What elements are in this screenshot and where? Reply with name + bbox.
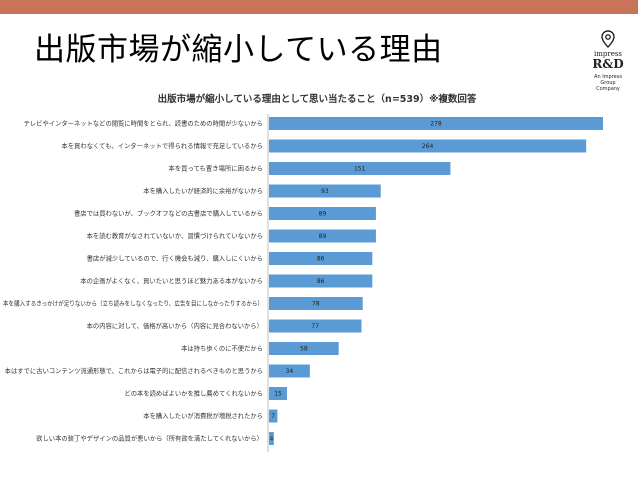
bar-value-label: 15 (274, 391, 282, 398)
bar-value-label: 58 (300, 346, 308, 353)
category-label: 本を購入したいが経済的に余裕がないから (143, 186, 263, 195)
company-logo: impress R&D An Impress Group Company (588, 30, 628, 92)
bar-value-label: 93 (321, 188, 329, 195)
category-label: 書店では買わないが、ブックオフなどの古書店で購入しているから (74, 209, 263, 218)
category-label: 本を買わなくても、インターネットで得られる情報で充足しているから (61, 141, 263, 150)
bar-value-label: 7 (271, 413, 275, 420)
bar-chart: 出版市場が縮小している理由として思い当たること（n=539）※複数回答 テレビや… (3, 93, 603, 452)
category-label: 本を購入するきっかけが足りないから（立ち読みをしなくなったり、広告を目にしなかっ… (3, 299, 263, 308)
category-label: テレビやインターネットなどの閲覧に時間をとられ、読書のための時間が少ないから (24, 119, 263, 128)
category-label: 本を買っても置き場所に困るから (169, 164, 264, 173)
bar-value-label: 89 (319, 211, 327, 218)
bar (269, 207, 376, 220)
bar-value-label: 264 (422, 143, 434, 150)
chart-frame: 出版市場が縮小している理由として思い当たること（n=539）※複数回答 テレビや… (0, 88, 610, 458)
category-label: 本を購入したいが消費税が増税されたから (143, 411, 263, 420)
bar-value-label: 34 (286, 368, 294, 375)
bar-value-label: 77 (311, 323, 319, 330)
category-label: 書店が減少しているので、行く機会も減り、購入しにくいから (87, 254, 263, 263)
bar (269, 387, 288, 400)
bar (269, 229, 376, 243)
logo-brand-line2: R&D (592, 57, 624, 71)
bar-value-label: 4 (269, 436, 273, 443)
bar (269, 297, 363, 310)
category-label: どの本を読めばよいかを推し薦めてくれないから (124, 389, 263, 398)
location-pin-icon (601, 30, 615, 48)
bar-value-label: 151 (354, 166, 366, 173)
bar (269, 252, 373, 265)
bar (269, 117, 603, 130)
bar-value-label: 278 (430, 121, 442, 128)
logo-brand-line3: An Impress (594, 74, 622, 80)
bar-value-label: 78 (312, 301, 320, 308)
bar (269, 364, 310, 378)
bar-value-label: 89 (319, 233, 327, 240)
category-label: 本の内容に対して、価格が高いから（内容に見合わないから） (87, 321, 263, 330)
chart-title: 出版市場が縮小している理由として思い当たること（n=539）※複数回答 (158, 93, 477, 105)
bar (269, 319, 362, 333)
category-label: 欲しい本の装丁やデザインの品質が悪いから（所有欲を満たしてくれないから） (36, 434, 263, 443)
logo-brand-line1: impress (593, 50, 623, 58)
bar (269, 432, 274, 445)
bar (269, 274, 373, 288)
bar (269, 409, 278, 423)
category-label: 本は持ち歩くのに不便だから (181, 344, 263, 353)
bar (269, 162, 451, 175)
slide-title: 出版市場が縮小している理由 (34, 32, 443, 68)
bar-value-label: 86 (317, 278, 325, 285)
category-label: 本を読む教育がなされていないか、習慣づけられていないから (87, 231, 263, 240)
top-accent-bar (0, 0, 638, 14)
bar (269, 139, 587, 153)
bar (269, 184, 381, 198)
bar-value-label: 86 (317, 256, 325, 263)
bars-layer: テレビやインターネットなどの閲覧に時間をとられ、読書のための時間が少ないから 27… (3, 117, 603, 445)
bar (269, 342, 339, 355)
logo-brand-line4: Group Company (596, 80, 620, 92)
category-label: 本はすでに古いコンテンツ流通形態で、これからは電子的に配信されるべきものと思うか… (5, 366, 263, 375)
category-label: 本の企画がよくなく、買いたいと思うほど魅力ある本がないから (80, 276, 263, 285)
